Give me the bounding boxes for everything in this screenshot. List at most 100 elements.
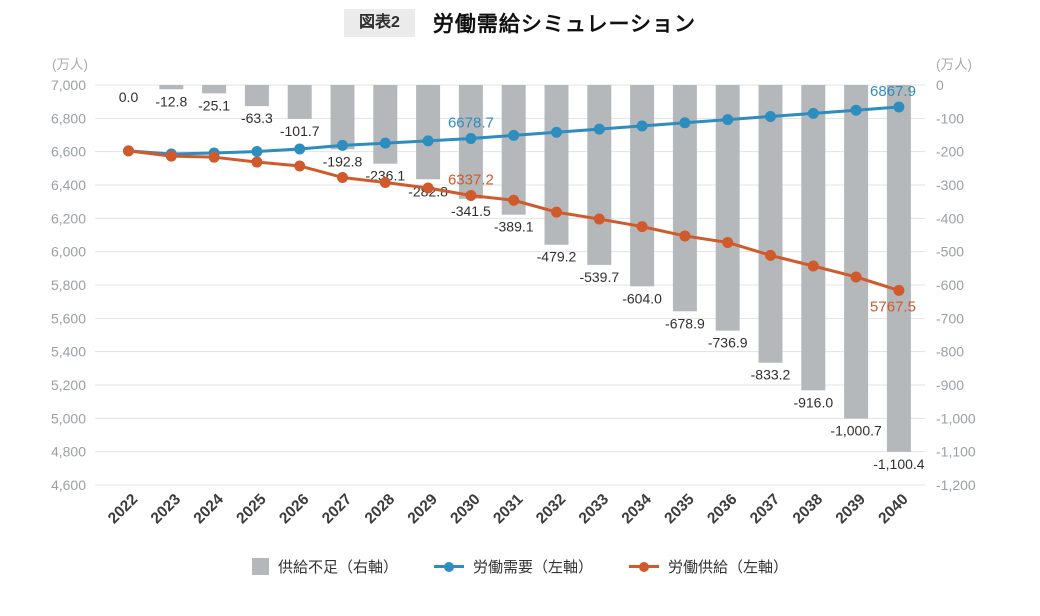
left-axis-tick: 5,000 xyxy=(51,410,86,426)
supply-point xyxy=(422,182,434,194)
demand-point xyxy=(722,114,734,126)
shortage-bar xyxy=(330,85,355,150)
shortage-bar xyxy=(501,85,526,215)
demand-point xyxy=(765,111,776,122)
x-axis-year-label: 2023 xyxy=(148,491,185,528)
line-value-label: 6867.9 xyxy=(870,83,916,100)
x-axis-year-label: 2035 xyxy=(661,491,698,528)
left-axis-tick: 4,600 xyxy=(51,477,86,493)
right-axis-tick: -300 xyxy=(936,177,964,193)
x-axis-year-label: 2040 xyxy=(875,491,911,527)
demand-point xyxy=(679,117,691,129)
left-axis-tick: 6,600 xyxy=(51,144,86,160)
shortage-bar xyxy=(886,85,911,452)
right-axis-tick: -600 xyxy=(936,277,964,293)
shortage-bar xyxy=(715,85,740,331)
line-dot-marker-icon xyxy=(433,561,464,573)
line-value-label: 6678.7 xyxy=(448,115,494,132)
x-axis-year-label: 2025 xyxy=(233,491,270,528)
left-axis-tick: 5,800 xyxy=(51,277,86,293)
shortage-bar xyxy=(587,85,612,265)
right-axis-tick: -500 xyxy=(936,244,964,260)
left-axis-tick: 6,800 xyxy=(51,110,86,126)
demand-point xyxy=(251,146,263,157)
supply-point xyxy=(379,177,391,189)
right-axis-unit: (万人) xyxy=(936,57,972,72)
shortage-value-label: -479.2 xyxy=(537,249,577,265)
legend-item-demand: 労働需要（左軸） xyxy=(433,556,593,577)
x-axis-year-label: 2027 xyxy=(319,491,355,527)
demand-point xyxy=(508,129,520,141)
shortage-bar xyxy=(844,85,869,419)
demand-point xyxy=(850,104,862,116)
supply-point xyxy=(850,271,862,283)
line-value-label: 5767.5 xyxy=(870,298,916,315)
demand-point xyxy=(636,120,648,132)
legend-label-supply: 労働供給（左軸） xyxy=(668,559,789,576)
shortage-value-label: -916.0 xyxy=(793,394,833,410)
supply-point xyxy=(294,160,306,172)
demand-point xyxy=(379,137,391,149)
shortage-value-label: -678.9 xyxy=(665,315,705,331)
shortage-value-label: -539.7 xyxy=(579,269,619,285)
demand-point xyxy=(337,139,348,151)
demand-point xyxy=(807,107,819,119)
line-value-label: 6337.2 xyxy=(448,171,494,188)
x-axis-year-label: 2037 xyxy=(747,491,783,527)
labor-supply-demand-chart: 7,000 6,800 6,600 6,400 6,200 6,000 5,800 5,600… xyxy=(51,77,976,528)
figure-header: 図表2 労働需給シミュレーション xyxy=(0,8,1040,38)
shortage-bar xyxy=(287,85,312,119)
supply-point xyxy=(208,151,220,163)
bar-swatch-icon xyxy=(251,558,269,575)
shortage-value-label: -736.9 xyxy=(708,335,748,351)
shortage-bar xyxy=(202,85,227,94)
shortage-value-label: -1,000.7 xyxy=(830,423,882,439)
left-axis-tick: 4,800 xyxy=(51,444,86,460)
x-axis-year-label: 2038 xyxy=(790,491,827,528)
right-axis-tick: -200 xyxy=(936,144,964,160)
shortage-bar xyxy=(544,85,569,245)
supply-point xyxy=(722,236,734,248)
left-axis-tick: 5,400 xyxy=(51,344,86,360)
supply-point xyxy=(465,189,477,201)
right-axis-tick: -900 xyxy=(936,377,964,393)
left-axis-tick: 6,400 xyxy=(51,177,86,193)
right-axis-tick: -1,200 xyxy=(936,477,976,493)
left-axis-tick: 7,000 xyxy=(51,77,86,93)
demand-point xyxy=(294,143,306,155)
shortage-bar xyxy=(244,85,269,107)
shortage-value-label: -12.8 xyxy=(155,93,187,109)
shortage-value-label: -1,100.4 xyxy=(873,456,925,472)
shortage-value-label: -389.1 xyxy=(494,219,534,235)
legend-label-shortage: 供給不足（右軸） xyxy=(277,559,398,576)
shortage-value-label: -833.2 xyxy=(751,367,791,383)
x-axis-year-label: 2032 xyxy=(533,491,569,527)
figure-title: 労働需給シミュレーション xyxy=(432,13,697,36)
right-axis-tick: -700 xyxy=(936,310,964,326)
left-axis-tick: 6,000 xyxy=(51,244,86,260)
shortage-bar xyxy=(758,85,783,363)
left-axis-unit: (万人) xyxy=(52,57,88,72)
supply-point xyxy=(337,171,348,183)
demand-point xyxy=(893,101,905,113)
supply-point xyxy=(165,150,177,162)
shortage-bar xyxy=(630,85,655,287)
shortage-bar xyxy=(801,85,826,391)
supply-point xyxy=(251,156,263,168)
shortage-value-label: -236.1 xyxy=(365,168,405,184)
x-axis-year-label: 2026 xyxy=(276,491,313,528)
supply-point xyxy=(123,145,134,157)
right-axis-tick: -1,000 xyxy=(936,410,976,426)
right-axis-tick: -1,100 xyxy=(936,444,976,460)
x-axis-year-label: 2030 xyxy=(447,491,483,527)
demand-point xyxy=(422,135,434,147)
legend-label-demand: 労働需要（左軸） xyxy=(472,559,593,576)
demand-point xyxy=(465,133,477,145)
shortage-bar xyxy=(159,85,184,90)
right-axis-tick: -400 xyxy=(936,210,964,226)
shortage-value-label: -63.3 xyxy=(241,110,273,126)
shortage-bar xyxy=(416,85,441,180)
demand-point xyxy=(593,123,605,135)
shortage-bar xyxy=(373,85,398,164)
